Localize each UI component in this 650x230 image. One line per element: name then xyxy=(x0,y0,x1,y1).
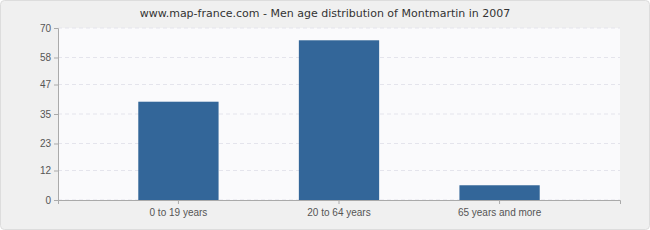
chart: 0 12 23 35 47 58 70 0 to 19 years 20 to 64 years… xyxy=(0,0,650,230)
y-tick: 58 xyxy=(40,52,58,63)
x-axis: 0 to 19 years 20 to 64 years 65 years and … xyxy=(59,200,621,218)
y-tick-label: 0 xyxy=(45,195,51,206)
background xyxy=(1,1,650,230)
y-tick-mark xyxy=(54,85,58,86)
y-tick: 47 xyxy=(40,79,58,90)
y-tick: 35 xyxy=(40,109,58,120)
x-tick-label: 20 to 64 years xyxy=(307,207,370,218)
x-tick-mark xyxy=(178,200,179,204)
plot-area xyxy=(58,28,620,200)
grid-line xyxy=(58,28,620,29)
grid xyxy=(58,28,620,200)
plot: 0 12 23 35 47 58 70 0 to 19 years 20 to 64 years… xyxy=(40,23,621,218)
y-tick-label: 58 xyxy=(40,52,52,63)
y-tick-mark xyxy=(54,143,58,144)
y-tick-label: 70 xyxy=(40,23,52,34)
y-tick: 70 xyxy=(40,23,58,34)
y-tick-label: 47 xyxy=(40,79,52,90)
bar xyxy=(299,40,379,200)
y-tick-mark xyxy=(54,57,58,58)
bars xyxy=(138,40,539,200)
y-tick: 0 xyxy=(45,195,58,206)
x-tick-label: 65 years and more xyxy=(458,207,542,218)
title: www.map-france.com - Men age distributio… xyxy=(140,7,511,20)
x-tick: 0 to 19 years xyxy=(150,200,208,218)
bar xyxy=(459,185,539,200)
y-axis: 0 12 23 35 47 58 70 xyxy=(40,23,59,206)
y-axis-line xyxy=(54,29,59,201)
x-tick-mark xyxy=(499,200,500,204)
y-tick-label: 12 xyxy=(40,165,52,176)
y-tick-mark xyxy=(54,200,58,201)
x-tick: 65 years and more xyxy=(458,200,542,218)
x-tick: 20 to 64 years xyxy=(307,200,370,218)
y-tick-mark xyxy=(54,171,58,172)
y-tick: 12 xyxy=(40,165,58,176)
x-axis-line xyxy=(59,201,621,205)
x-tick-mark xyxy=(339,200,340,204)
y-tick: 23 xyxy=(40,138,58,149)
y-tick-label: 23 xyxy=(40,138,52,149)
y-tick-mark xyxy=(54,28,58,29)
y-tick-mark xyxy=(54,114,58,115)
y-tick-label: 35 xyxy=(40,109,52,120)
bar xyxy=(138,102,218,200)
x-tick-label: 0 to 19 years xyxy=(150,207,208,218)
